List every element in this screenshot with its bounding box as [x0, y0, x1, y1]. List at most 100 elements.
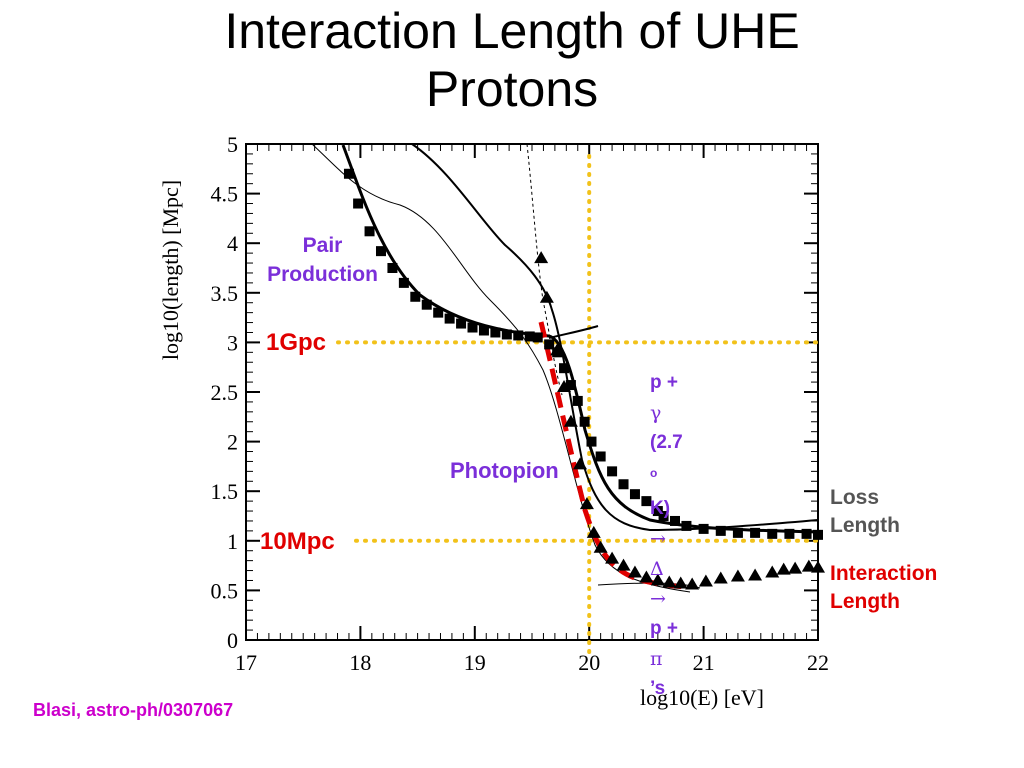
reaction-kelvin: K): [650, 498, 671, 520]
slide-title-line1: Interaction Length of UHE: [224, 3, 800, 59]
loss-length-point: [410, 291, 421, 302]
reaction-temp: (2.7: [650, 432, 683, 453]
reaction-line3: → p + π ’s: [650, 584, 683, 704]
reaction-line2: → Δ: [650, 524, 683, 584]
reaction-line1: p + γ (2.7 o K): [650, 368, 683, 524]
loss-length-point: [544, 339, 555, 350]
interaction-length-point: [550, 343, 565, 356]
loss-length-point: [607, 466, 618, 477]
pair-label-line1: Pair: [302, 234, 343, 257]
y-tick-label: 4: [227, 231, 238, 256]
loss-length-point: [801, 528, 812, 539]
loss-length-point: [652, 506, 663, 517]
y-tick-label: 4.5: [211, 182, 239, 207]
interaction-label-line2: Length: [830, 590, 900, 613]
x-axis-title: log10(E) [eV]: [640, 685, 764, 710]
interaction-length-point: [776, 562, 791, 575]
interaction-length-point: [579, 497, 594, 510]
slide-title-line2: Protons: [425, 61, 599, 117]
interaction-length-point: [811, 560, 825, 573]
interaction-fit-dashed: [538, 321, 691, 590]
interaction-length-point: [639, 570, 654, 583]
interaction-length-point: [801, 559, 816, 572]
loss-length-point: [681, 520, 692, 531]
delta-symbol: Δ: [650, 558, 664, 581]
interaction-length-point: [586, 525, 601, 538]
loss-length-point: [618, 479, 629, 490]
interaction-model-curve: [526, 143, 563, 396]
interaction-length-label: Interaction Length: [830, 560, 937, 616]
y-tick-label: 1.5: [211, 479, 239, 504]
loss-length-point: [595, 451, 606, 462]
loss-length-point: [641, 496, 652, 507]
plot-frame: [245, 143, 819, 641]
loss-length-point: [586, 436, 597, 447]
loss-length-point: [532, 332, 543, 343]
y-tick-label: 2.5: [211, 380, 239, 405]
loss-length-point: [732, 527, 743, 538]
pair-label-line2: Production: [267, 263, 378, 286]
mpc-label: 10Mpc: [260, 528, 335, 555]
loss-length-point: [524, 331, 535, 342]
reaction-p: p +: [650, 372, 678, 393]
loss-length-point: [784, 528, 795, 539]
loss-length-point: [353, 198, 364, 209]
loss-length-point: [513, 330, 524, 341]
interaction-length-point: [650, 573, 665, 586]
loss-length-point: [565, 380, 576, 391]
y-tick-label: 5: [227, 132, 238, 157]
interaction-length-point: [748, 568, 763, 581]
axis-ticks: 17 18 19 20 21 22 0 0.5 1 1.5 2 2.5 3 3.5 4 4.5 5: [211, 132, 830, 675]
interaction-length-point: [698, 574, 713, 587]
x-tick-label: 19: [464, 650, 486, 675]
y-tick-label: 0: [227, 628, 238, 653]
interaction-length-point: [685, 577, 700, 590]
interaction-length-point: [765, 565, 780, 578]
citation: Blasi, astro-ph/0307067: [33, 700, 234, 720]
loss-length-point: [490, 327, 501, 338]
interaction-length-point: [627, 565, 642, 578]
x-tick-label: 20: [578, 650, 600, 675]
loss-length-point: [579, 416, 590, 427]
loss-length-point: [444, 313, 455, 324]
reaction-plural: ’s: [650, 678, 666, 700]
interaction-length-point: [605, 551, 620, 564]
loss-length-point: [658, 511, 669, 521]
loss-length-point: [629, 489, 640, 500]
arrow-right-icon: →: [650, 528, 666, 551]
pair-tail-curve: [548, 325, 599, 339]
interaction-length-point: [788, 561, 803, 574]
interaction-length-point: [662, 575, 677, 588]
loss-length-point: [670, 515, 680, 526]
y-axis-title: log10(length) [Mpc]: [158, 180, 183, 360]
loss-length-point: [364, 226, 375, 237]
loss-length-point: [398, 277, 409, 288]
interaction-length-point: [713, 571, 728, 584]
loss-length-label: Loss Length: [830, 484, 900, 540]
data-markers: [343, 168, 825, 590]
loss-length-point: [467, 322, 478, 333]
loss-length-point: [572, 395, 583, 406]
arrow-right-icon: →: [650, 588, 666, 611]
y-tick-label: 3.5: [211, 281, 239, 306]
loss-label-line1: Loss: [830, 486, 880, 509]
interaction-length-point: [730, 569, 745, 582]
interaction-length-point: [534, 251, 549, 264]
loss-length-point: [698, 523, 709, 534]
loss-length-point: [421, 299, 432, 310]
x-tick-label: 21: [693, 650, 715, 675]
pair-production-label: Pair Production: [255, 231, 390, 289]
x-tick-label: 17: [235, 650, 257, 675]
y-tick-label: 1: [227, 529, 238, 554]
interaction-length-point: [573, 457, 588, 470]
gpc-label: 1Gpc: [266, 329, 327, 356]
loss-length-point: [375, 246, 386, 257]
loss-length-point: [559, 363, 570, 374]
loss-length-point: [343, 168, 354, 179]
y-tick-label: 3: [227, 330, 238, 355]
interaction-length-point: [673, 576, 688, 589]
loss-length-point: [501, 329, 512, 340]
pi-symbol: π: [650, 648, 663, 671]
interaction-length-point: [593, 540, 608, 553]
